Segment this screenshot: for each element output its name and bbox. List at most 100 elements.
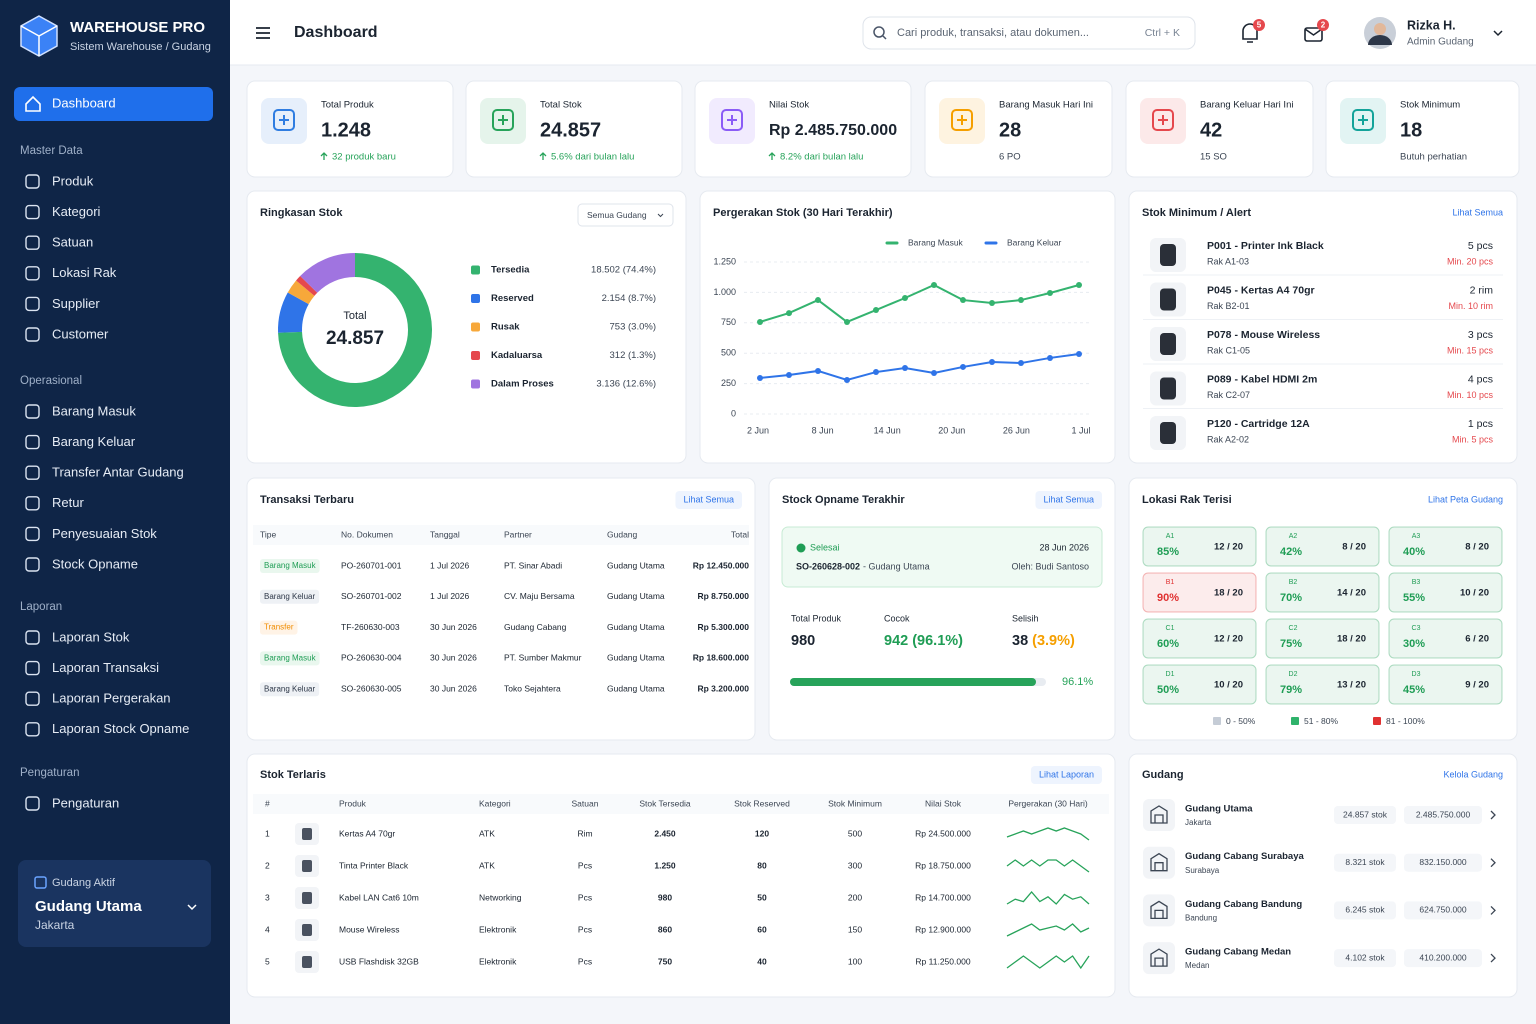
nav-item[interactable]: Penyesuaian Stok [52,526,157,541]
rack-cell[interactable] [1142,618,1257,659]
warehouse-city: Bandung [1185,914,1217,923]
nav-item[interactable]: Laporan Pergerakan [52,691,171,706]
rack-code: C3 [1412,625,1421,632]
rack-cell[interactable] [1142,572,1257,613]
series-point [1018,360,1024,367]
nav-item[interactable]: Laporan Stok [52,629,130,644]
filter-select[interactable] [577,203,674,227]
label: Jakarta [35,918,75,932]
rack-cell[interactable] [1388,664,1503,705]
metric-label: Selisih [1012,613,1039,623]
nav-section-title: Laporan [20,601,62,613]
warehouse-stock: 6.245 stok [1345,905,1385,915]
nav-item[interactable]: Customer [52,326,109,341]
rack-count: 18 / 20 [1337,634,1366,645]
mail-icon[interactable] [1304,27,1323,42]
nav-item[interactable]: Barang Masuk [52,403,136,418]
table-cell: 3 [265,892,270,902]
nav-item[interactable]: Satuan [52,235,93,250]
link-bg [675,491,742,509]
link[interactable]: Lihat Semua [1452,207,1503,217]
logo-inner [20,25,58,56]
rack-cell[interactable] [1265,572,1380,613]
search-box[interactable] [862,16,1196,50]
warehouse-value: 2.485.750.000 [1416,809,1471,819]
table-header: Stok Reserved [734,798,790,808]
rack-cell[interactable] [1265,618,1380,659]
nav-item[interactable]: Barang Keluar [52,434,136,449]
link[interactable]: Kelola Gudang [1443,769,1503,779]
rack-cell[interactable] [1388,572,1503,613]
table-cell: Rim [577,828,592,838]
rack-cell[interactable] [1265,664,1380,705]
menu-icon[interactable] [256,27,270,39]
link[interactable]: Lihat Laporan [1039,769,1094,779]
nav-item[interactable]: Produk [52,173,94,188]
stat-pill [1334,853,1396,872]
link[interactable]: Lihat Semua [683,494,734,504]
legend-label: Barang Keluar [1007,237,1062,247]
stat-icon [721,109,743,131]
table-cell: 100 [848,956,862,966]
warehouse-stock: 4.102 stok [1345,952,1385,962]
nav-item[interactable]: Retur [52,495,84,510]
link[interactable]: Lihat Semua [1043,494,1094,504]
nav-active-bg[interactable] [14,87,213,121]
rack-cell[interactable] [1388,526,1503,567]
nav-item[interactable]: Pengaturan [52,795,119,810]
product-name: P120 - Cartridge 12A [1207,418,1310,430]
nav-item[interactable]: Lokasi Rak [52,265,117,280]
rack-percent: 90% [1157,592,1179,604]
nav-icon [25,630,40,645]
chevron[interactable] [1490,905,1496,915]
active-warehouse-box[interactable] [18,860,211,947]
chevron[interactable] [1490,953,1496,963]
metric-value: 942 (96.1%) [884,633,963,649]
link[interactable]: Lihat Peta Gudang [1428,494,1503,504]
rack-code: B2 [1289,579,1298,586]
type-badge: Barang Masuk [264,561,317,570]
warehouse-city: Medan [1185,961,1209,970]
legend-label: Kadaluarsa [491,350,543,361]
nav-item[interactable]: Kategori [52,204,101,219]
warehouse-icon [34,876,47,889]
nav-item[interactable]: Supplier [52,296,100,311]
rack-cell[interactable] [1388,618,1503,659]
series-point [786,371,792,378]
nav-item[interactable]: Laporan Stock Opname [52,721,189,736]
bell-icon[interactable] [1242,23,1258,43]
product-location: Rak C2-07 [1207,390,1250,400]
opname-date: 28 Jun 2026 [1039,542,1089,552]
rack-percent: 70% [1280,592,1302,604]
table-cell: Rp 18.600.000 [693,653,750,663]
table-header: Nilai Stok [925,798,962,808]
chevron[interactable] [1493,30,1503,37]
nav-item[interactable]: Transfer Antar Gudang [52,465,184,480]
rack-count: 10 / 20 [1214,680,1243,691]
stat-icon [273,109,295,131]
stat-card: Barang Keluar Hari Ini 42 15 SO [1125,80,1314,178]
card-bg [1125,80,1314,178]
stock-min: Min. 10 pcs [1447,390,1494,400]
nav-item[interactable]: Dashboard [52,95,116,110]
warehouses-card: Gudang Kelola Gudang Gudang Utama Jakarta 24… [1128,753,1518,998]
chevron[interactable] [1490,810,1496,820]
rack-cell[interactable] [1265,526,1380,567]
stock-movement-card: Pergerakan Stok (30 Hari Terakhir) 0 250 50… [699,190,1116,464]
stat-label: Total Produk [321,100,374,111]
chevron[interactable] [1490,858,1496,868]
rack-cell[interactable] [1142,526,1257,567]
opname-by: Oleh: Budi Santoso [1011,561,1089,571]
table-cell: Pcs [578,860,592,870]
opname-warehouse: - Gudang Utama [863,561,930,571]
rack-percent: 50% [1157,684,1179,696]
nav-item[interactable]: Laporan Transaksi [52,660,159,675]
rack-cell[interactable] [1142,664,1257,705]
metric-value: 980 [791,633,815,649]
table-cell: ATK [479,860,495,870]
legend-swatch [471,379,480,389]
value-label: 753 (3.0%) [610,322,656,333]
nav-item[interactable]: Stock Opname [52,556,138,571]
stat-note: 6 PO [999,152,1021,163]
